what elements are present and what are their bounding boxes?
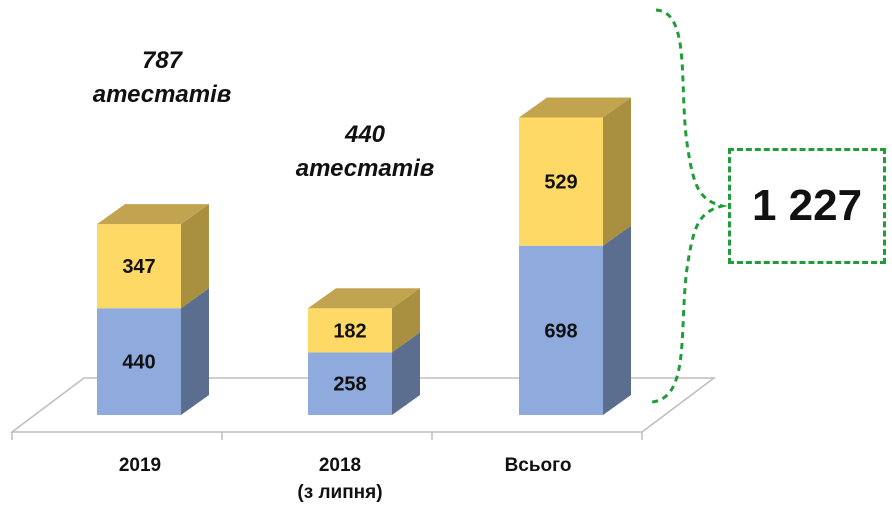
annotation-2019-unit: атестатів bbox=[92, 81, 232, 108]
bar-total-segment-2-front bbox=[519, 117, 603, 246]
annotation-2018-count: 440 bbox=[344, 121, 386, 148]
bar-value-label: 440 bbox=[122, 352, 155, 374]
annotation-2019-count: 787 bbox=[141, 47, 183, 74]
category-label-total: Всього bbox=[504, 455, 572, 476]
category-label-2018: 2018 (з липня) bbox=[260, 452, 420, 506]
total-value: 1 227 bbox=[751, 181, 863, 230]
bar-2018-segment-1-side bbox=[392, 332, 420, 415]
bar-2019-segment-1-side bbox=[181, 288, 209, 415]
category-label-2018-year: 2018 bbox=[318, 455, 362, 476]
bar-2019-segment-2-front bbox=[97, 224, 181, 309]
bar-total-segment-2-side bbox=[603, 97, 631, 246]
bars-group: 440 347 258 182 698 529 bbox=[97, 97, 631, 415]
bar-2019-segment-2-top bbox=[97, 204, 209, 225]
category-label-2018-sub: (з липня) bbox=[297, 482, 383, 503]
annotation-2018: 440 атестатів bbox=[265, 118, 465, 186]
category-label-2019: 2019 bbox=[118, 455, 162, 476]
bar-value-label: 347 bbox=[122, 256, 155, 278]
bar-2018-segment-1-front bbox=[308, 352, 392, 415]
total-brace bbox=[651, 8, 728, 404]
bar-2018-segment-2-top bbox=[308, 288, 420, 309]
bar-total-segment-1-side bbox=[603, 225, 631, 415]
x-axis-ticks bbox=[11, 432, 643, 440]
bar-value-label: 182 bbox=[333, 320, 366, 342]
bar-total-segment-2-top bbox=[519, 97, 631, 118]
annotation-2018-unit: атестатів bbox=[295, 155, 435, 182]
bar-2018-segment-2-front bbox=[308, 308, 392, 353]
bar-2019-segment-1-front bbox=[97, 308, 181, 415]
annotation-2019: 787 атестатів bbox=[62, 44, 262, 112]
bar-total-segment-1-front bbox=[519, 245, 603, 415]
bar-2018-segment-2-side bbox=[392, 288, 420, 353]
total-box: 1 227 bbox=[728, 148, 886, 264]
bar-value-label: 258 bbox=[333, 374, 366, 396]
bar-value-label: 698 bbox=[544, 320, 577, 342]
bar-value-label: 529 bbox=[544, 172, 577, 194]
bar-2019-segment-2-side bbox=[181, 204, 209, 309]
